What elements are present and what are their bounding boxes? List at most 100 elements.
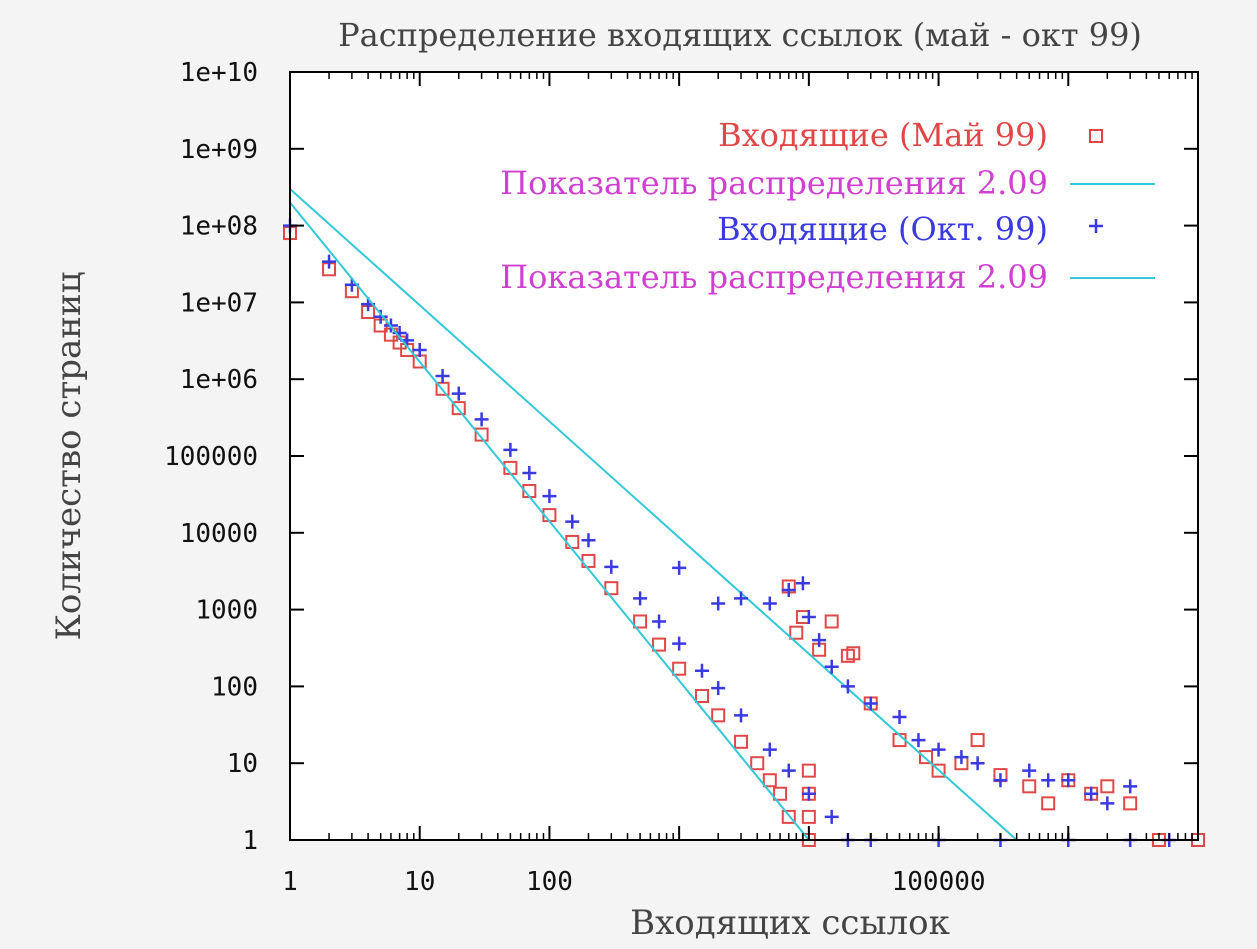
plus-marker	[824, 809, 839, 824]
series-2	[283, 218, 1177, 847]
plus-marker	[762, 596, 777, 611]
y-tick-label: 1	[242, 826, 258, 856]
plus-marker	[1100, 796, 1115, 811]
square-marker	[801, 809, 816, 824]
plus-marker	[672, 560, 687, 575]
plus-marker	[734, 708, 749, 723]
plus-marker	[970, 756, 985, 771]
square-marker	[694, 688, 709, 703]
square-marker	[970, 733, 985, 748]
plus-marker	[1041, 773, 1056, 788]
square-marker	[1123, 796, 1138, 811]
square-marker	[789, 625, 804, 640]
y-tick-label: 10	[227, 749, 258, 779]
square-marker	[672, 661, 687, 676]
legend-entry-3: Показатель распределения 2.09	[500, 258, 1155, 296]
y-tick-label: 1e+08	[180, 212, 258, 242]
plus-marker	[954, 750, 969, 765]
plus-marker	[652, 614, 667, 629]
plus-marker	[1123, 779, 1138, 794]
y-tick-label: 1e+09	[180, 135, 258, 165]
plus-marker	[581, 533, 596, 548]
plus-marker	[565, 514, 580, 529]
square-marker	[734, 734, 749, 749]
plus-marker	[474, 412, 489, 427]
plus-marker	[694, 663, 709, 678]
x-tick-label: 100	[526, 867, 573, 897]
plus-marker	[781, 582, 796, 597]
square-marker	[931, 763, 946, 778]
plus-marker	[1084, 786, 1099, 801]
plus-marker	[734, 591, 749, 606]
legend-label: Входящие (Май 99)	[718, 116, 1048, 154]
plus-marker	[801, 786, 816, 801]
axes: 1 10 100 1000 10000 100000 1e+06 1e+07 1e+08 1e+0…	[164, 58, 1199, 897]
y-tick-label: 1000	[195, 596, 258, 626]
square-marker	[919, 750, 934, 765]
plus-marker	[451, 386, 466, 401]
square-marker	[801, 763, 816, 778]
square-marker	[633, 614, 648, 629]
plus-marker	[542, 489, 557, 504]
y-tick-label: 100000	[164, 442, 258, 472]
plus-marker	[322, 254, 337, 269]
y-tick-label: 1e+06	[180, 365, 258, 395]
plus-marker	[840, 679, 855, 694]
plus-marker	[711, 681, 726, 696]
square-marker	[1100, 779, 1115, 794]
plus-marker	[863, 696, 878, 711]
plus-marker	[993, 773, 1008, 788]
square-marker	[604, 581, 619, 596]
plus-marker	[892, 709, 907, 724]
plus-marker	[801, 610, 816, 625]
legend-entry-2: Входящие (Окт. 99)	[717, 210, 1103, 248]
plus-marker	[412, 343, 427, 357]
legend-entry-0: Входящие (Май 99)	[718, 116, 1103, 154]
plus-marker	[931, 742, 946, 757]
x-tick-label: 10	[404, 867, 435, 897]
plot-area-background	[290, 72, 1198, 840]
y-tick-label: 100	[211, 672, 258, 702]
plus-marker	[911, 733, 926, 748]
legend-plus-swatch	[1089, 219, 1103, 233]
power-law-fit-line	[289, 188, 1018, 841]
plus-marker	[812, 633, 827, 648]
legend: Входящие (Май 99) Показатель распределени…	[500, 116, 1155, 296]
legend-label: Показатель распределения 2.09	[500, 164, 1048, 202]
legend-square-swatch	[1089, 129, 1103, 143]
square-marker	[1022, 779, 1037, 794]
plus-marker	[824, 659, 839, 674]
square-marker	[1041, 796, 1056, 811]
legend-entry-1: Показатель распределения 2.09	[500, 164, 1155, 202]
y-axis-label: Количество страниц	[49, 272, 89, 641]
chart-title: Распределение входящих ссылок (май - окт…	[338, 16, 1142, 54]
y-tick-label: 1e+10	[180, 58, 258, 88]
square-marker	[750, 756, 765, 771]
square-marker	[652, 637, 667, 652]
plus-marker	[711, 596, 726, 611]
plus-marker	[435, 369, 450, 384]
square-marker	[451, 401, 466, 416]
x-axis-label: Входящих ссылок	[630, 903, 950, 943]
legend-label: Показатель распределения 2.09	[500, 258, 1048, 296]
series-1	[289, 188, 1018, 841]
plus-marker	[373, 309, 388, 324]
plus-marker	[1061, 773, 1076, 788]
square-marker	[824, 614, 839, 629]
x-tick-label: 1	[282, 867, 298, 897]
square-marker	[846, 646, 861, 661]
plus-marker	[795, 576, 810, 591]
plus-marker	[781, 763, 796, 778]
square-marker	[762, 773, 777, 788]
plus-marker	[1022, 763, 1037, 778]
square-marker	[773, 786, 788, 801]
square-marker	[711, 708, 726, 723]
plus-marker	[672, 636, 687, 651]
plus-marker	[503, 442, 518, 457]
plus-marker	[762, 742, 777, 757]
square-marker	[474, 427, 489, 442]
y-tick-label: 10000	[180, 519, 258, 549]
plus-marker	[633, 591, 648, 606]
